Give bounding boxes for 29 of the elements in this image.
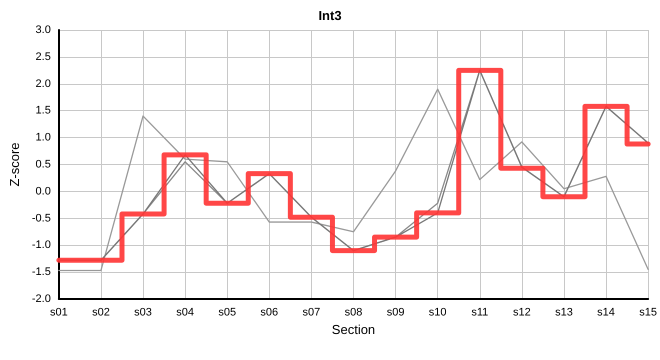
x-tick-label: s05 xyxy=(218,306,236,318)
y-tick-label: 1.5 xyxy=(36,104,51,117)
x-tick-label: s08 xyxy=(344,306,362,318)
x-tick-label: s09 xyxy=(386,306,404,318)
x-tick-label: s12 xyxy=(512,306,531,318)
y-tick-label: 2.5 xyxy=(36,50,51,63)
y-tick-label: -1.5 xyxy=(32,266,51,278)
x-tick-label: s13 xyxy=(555,306,573,318)
x-tick-label: s15 xyxy=(639,306,658,318)
y-tick-label: 2.0 xyxy=(36,78,51,90)
chart-title: Int3 xyxy=(318,8,342,23)
x-tick-label: s06 xyxy=(260,306,278,318)
x-axis-title: Section xyxy=(332,322,376,337)
x-tick-label: s02 xyxy=(92,306,110,318)
x-tick-label: s10 xyxy=(428,306,447,318)
y-tick-label: 3.0 xyxy=(36,24,51,36)
y-tick-label: -2.0 xyxy=(32,293,51,305)
x-tick-label: s07 xyxy=(302,306,320,318)
y-tick-label: -0.5 xyxy=(32,212,51,224)
y-tick-label: 1.0 xyxy=(36,132,51,144)
x-tick-label: s11 xyxy=(471,306,488,318)
y-tick-label: 0.5 xyxy=(36,158,51,170)
x-tick-label: s14 xyxy=(597,306,615,318)
x-tick-label: s01 xyxy=(50,306,68,318)
y-tick-label: -1.0 xyxy=(32,239,51,252)
y-tick-label: 0.0 xyxy=(36,185,51,198)
x-tick-label: s04 xyxy=(176,306,194,318)
y-axis-title: Z-score xyxy=(7,142,22,187)
x-tick-label: s03 xyxy=(134,306,152,318)
